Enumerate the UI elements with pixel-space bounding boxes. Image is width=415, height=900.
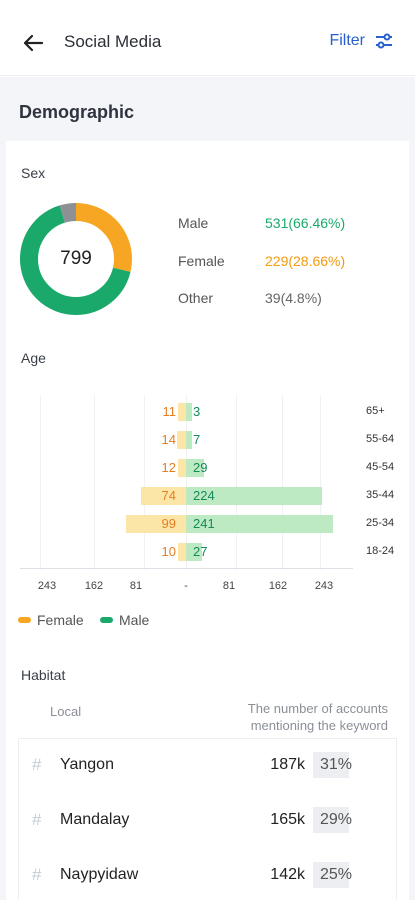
x-tick-label: 81: [222, 580, 236, 592]
female-bar: [178, 543, 186, 561]
female-bar: [178, 403, 186, 421]
x-tick-label: 162: [268, 580, 288, 592]
grid-line: [320, 395, 321, 570]
account-count: 187k: [270, 756, 305, 773]
age-legend-female: Female: [18, 612, 84, 628]
hash-icon: #: [32, 810, 42, 829]
male-value-label: 29: [193, 460, 208, 475]
hash-icon: #: [32, 755, 42, 774]
location-name: Mandalay: [60, 811, 130, 828]
x-tick-label: 81: [129, 580, 143, 592]
account-count: 142k: [270, 866, 305, 883]
legend-female-label: Female: [37, 612, 84, 628]
percent-value: 31%: [320, 756, 353, 773]
female-value-label: 12: [161, 460, 176, 475]
card-gutter-left: [0, 141, 6, 900]
female-value-label: 11: [162, 404, 177, 419]
grid-line: [144, 395, 145, 570]
location-name: Yangon: [60, 756, 114, 773]
col-accounts-line1: The number of accounts: [247, 701, 388, 716]
col-accounts-header: The number of accounts mentioning the ke…: [226, 700, 388, 734]
list-item[interactable]: # Naypyidaw 142k 25%: [18, 848, 397, 900]
x-tick-label: 162: [84, 580, 104, 592]
sex-label: Sex: [21, 165, 46, 181]
female-bar: [140, 487, 186, 505]
age-group-label: 35-44: [366, 489, 395, 501]
page-title: Social Media: [64, 32, 162, 51]
grid-line: [94, 395, 95, 570]
section-header-band: [0, 77, 415, 141]
male-value-label: 241: [193, 516, 215, 531]
age-label: Age: [21, 350, 46, 366]
male-bar: [186, 543, 203, 561]
grid-line: [186, 395, 187, 570]
list-item[interactable]: # Mandalay 165k 29%: [18, 793, 397, 848]
female-value-label: 10: [161, 544, 176, 559]
male-bar: [186, 487, 323, 505]
male-bar: [186, 403, 192, 421]
app-header: Social Media Filter: [0, 0, 415, 76]
back-arrow-icon[interactable]: [20, 30, 46, 56]
donut-slice-other: [20, 203, 132, 315]
legend-male-label: Male: [119, 612, 150, 628]
female-value-label: 99: [161, 516, 176, 531]
legend-label: Male: [178, 215, 209, 231]
grid-line: [282, 395, 283, 570]
male-swatch: [100, 617, 113, 623]
list-item[interactable]: # Yangon 187k 31%: [18, 738, 397, 793]
percent-value: 25%: [320, 866, 353, 883]
grid-line: [40, 395, 41, 570]
grid-line: [236, 395, 237, 570]
age-group-label: 25-34: [366, 517, 395, 529]
sex-donut-chart: [20, 203, 132, 315]
legend-label: Female: [178, 253, 225, 269]
col-local-header: Local: [50, 704, 82, 719]
filter-label: Filter: [329, 32, 365, 49]
male-bar: [186, 431, 192, 449]
male-value-label: 7: [193, 432, 201, 447]
legend-value: 229(28.66%): [265, 253, 346, 269]
legend-label: Other: [178, 290, 214, 306]
female-bar: [125, 515, 186, 533]
male-value-label: 3: [193, 404, 201, 419]
age-group-label: 45-54: [366, 461, 395, 473]
male-bar: [186, 459, 204, 477]
account-count: 165k: [270, 811, 305, 828]
percent-box: [313, 807, 349, 833]
age-legend-male: Male: [100, 612, 149, 628]
donut-slice-male: [20, 203, 132, 315]
legend-value: 39(4.8%): [265, 290, 322, 306]
male-bar: [186, 515, 333, 533]
hash-icon: #: [32, 865, 42, 884]
location-name: Naypyidaw: [60, 866, 139, 883]
x-tick-label: 243: [37, 580, 57, 592]
total-count: 799: [60, 248, 92, 269]
age-group-label: 55-64: [366, 433, 395, 445]
sliders-icon: [376, 33, 392, 49]
male-value-label: 224: [193, 488, 215, 503]
habitat-label: Habitat: [21, 667, 66, 683]
percent-box: [313, 752, 349, 778]
age-group-label: 65+: [366, 405, 385, 417]
percent-value: 29%: [320, 811, 353, 828]
x-tick-label: 243: [314, 580, 334, 592]
female-bar: [177, 431, 186, 449]
card-gutter-right: [409, 141, 415, 900]
col-accounts-line2: mentioning the keyword: [250, 718, 388, 733]
x-tick-label: -: [184, 580, 188, 592]
age-group-label: 18-24: [366, 545, 395, 557]
percent-box: [313, 862, 349, 888]
filter-button[interactable]: Filter: [329, 32, 393, 50]
age-x-axis: [20, 568, 353, 569]
male-value-label: 27: [193, 544, 208, 559]
section-title: Demographic: [19, 102, 135, 122]
legend-value: 531(66.46%): [265, 215, 346, 231]
female-swatch: [18, 617, 31, 623]
female-value-label: 14: [161, 432, 176, 447]
female-value-label: 74: [161, 488, 176, 503]
female-bar: [178, 459, 186, 477]
